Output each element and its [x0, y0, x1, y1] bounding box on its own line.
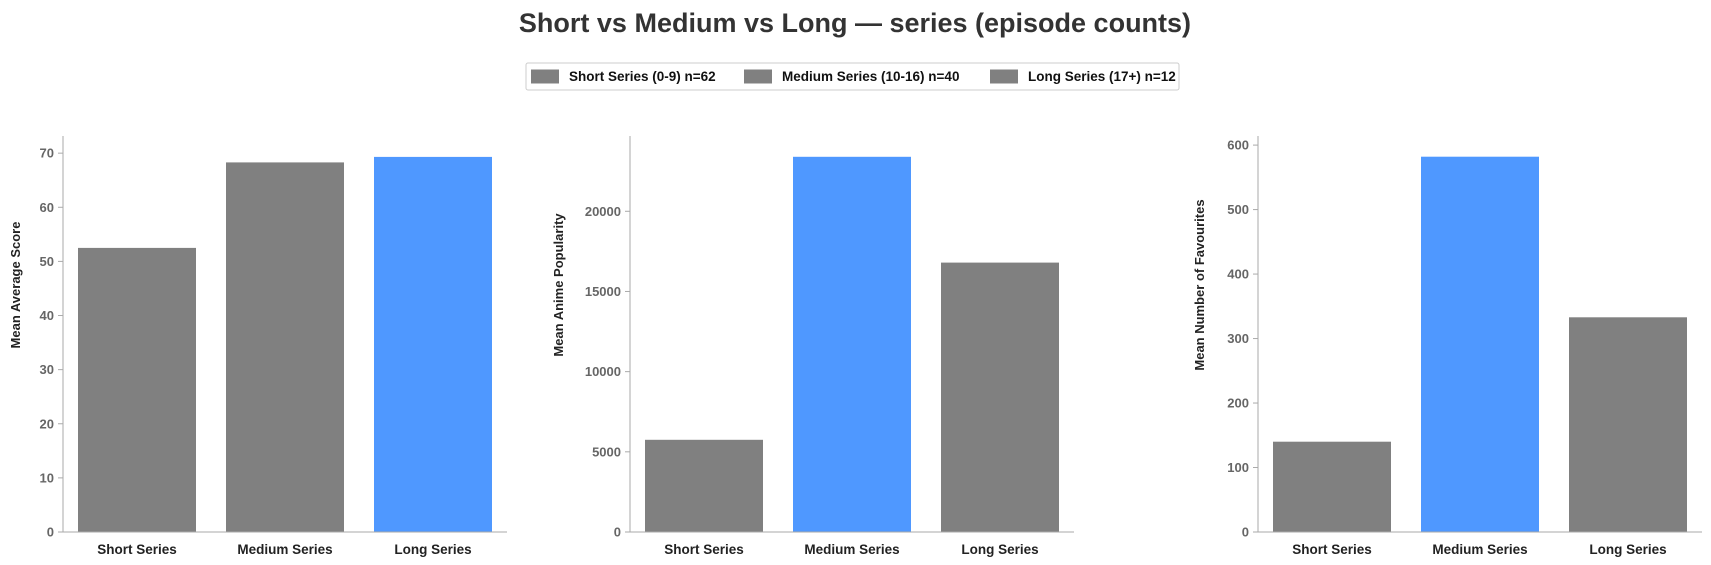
x-tick-label-long-series: Long Series: [1589, 542, 1666, 557]
y-axis-label: Mean Number of Favourites: [1192, 199, 1207, 370]
y-tick-label: 10000: [585, 364, 621, 379]
bar-medium-series: [1421, 156, 1539, 532]
y-tick-label: 0: [614, 525, 621, 540]
bar-long-series: [374, 156, 492, 532]
y-tick-label: 0: [47, 525, 54, 540]
y-tick-label: 40: [40, 308, 54, 323]
legend-label-long-series: Long Series (17+) n=12: [1028, 69, 1176, 84]
y-tick-label: 20000: [585, 204, 621, 219]
x-tick-label-medium-series: Medium Series: [237, 542, 332, 557]
bar-short-series: [645, 439, 763, 532]
x-tick-label-medium-series: Medium Series: [1432, 542, 1527, 557]
y-axis-label: Mean Average Score: [8, 222, 23, 349]
legend: Short Series (0-9) n=62 Medium Series (1…: [525, 62, 1180, 91]
y-tick-label: 300: [1227, 331, 1249, 346]
legend-swatch-short-series: [531, 69, 559, 84]
bar-medium-series: [226, 162, 344, 532]
y-tick-label: 0: [1242, 525, 1249, 540]
x-tick-label-short-series: Short Series: [664, 542, 744, 557]
y-tick-label: 20: [40, 416, 54, 431]
x-tick-label-short-series: Short Series: [1292, 542, 1372, 557]
y-tick-label: 30: [40, 362, 54, 377]
legend-swatch-medium-series: [744, 69, 772, 84]
x-tick-label-medium-series: Medium Series: [804, 542, 899, 557]
panel-mean-average-score: 0 10 20 30 40 50 60 70 Short Series Medium Series…: [8, 136, 507, 557]
y-tick-label: 70: [40, 146, 54, 161]
y-tick-label: 600: [1227, 138, 1249, 153]
x-tick-label-short-series: Short Series: [97, 542, 177, 557]
x-tick-label-long-series: Long Series: [394, 542, 471, 557]
legend-swatch-long-series: [990, 69, 1018, 84]
legend-label-short-series: Short Series (0-9) n=62: [569, 69, 716, 84]
x-tick-label-long-series: Long Series: [961, 542, 1038, 557]
bar-long-series: [1569, 317, 1687, 532]
y-tick-label: 5000: [592, 444, 621, 459]
bar-long-series: [941, 262, 1059, 532]
bar-medium-series: [793, 156, 911, 533]
y-tick-label: 200: [1227, 396, 1249, 411]
y-tick-label: 400: [1227, 267, 1249, 282]
y-tick-label: 100: [1227, 460, 1249, 475]
legend-label-medium-series: Medium Series (10-16) n=40: [782, 69, 959, 84]
panel-mean-anime-popularity: 0 5000 10000 15000 20000 Short Series Medium S…: [551, 136, 1074, 557]
y-tick-label: 15000: [585, 284, 621, 299]
chart-title: Short vs Medium vs Long — series (episod…: [519, 8, 1191, 38]
y-tick-label: 60: [40, 200, 54, 215]
y-tick-label: 50: [40, 254, 54, 269]
bar-short-series: [78, 247, 196, 532]
y-tick-label: 500: [1227, 202, 1249, 217]
panel-mean-number-of-favourites: 0 100 200 300 400 500 600 Short Series Medium Se…: [1192, 136, 1702, 557]
y-tick-label: 10: [40, 470, 54, 485]
bar-short-series: [1273, 441, 1391, 532]
y-axis-label: Mean Anime Popularity: [551, 213, 566, 357]
